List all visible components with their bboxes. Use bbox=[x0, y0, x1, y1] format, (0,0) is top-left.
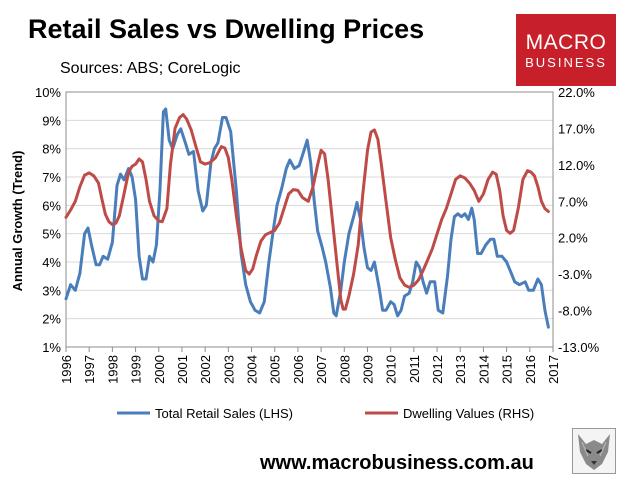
chart-sources: Sources: ABS; CoreLogic bbox=[60, 60, 241, 77]
left-tick-label: 6% bbox=[42, 198, 61, 213]
plot-area-border bbox=[65, 91, 554, 348]
x-axis-ticks: 1996 1997 1998 1999 2000 2001 2002 2003 2004 2005… bbox=[59, 347, 561, 384]
series-total-retail-sales bbox=[64, 107, 550, 329]
left-tick-label: 9% bbox=[42, 113, 61, 128]
left-tick-label: 8% bbox=[42, 142, 61, 157]
x-tick-label: 2015 bbox=[500, 355, 515, 384]
right-tick-label: -8.0% bbox=[558, 304, 592, 319]
x-tick-label: 1997 bbox=[82, 355, 97, 384]
x-tick-label: 2010 bbox=[384, 355, 399, 384]
x-tick-label: 2005 bbox=[268, 355, 283, 384]
x-tick-label: 2002 bbox=[198, 355, 213, 384]
macrobusiness-logo: MACRO BUSINESS bbox=[516, 14, 616, 86]
x-tick-label: 2007 bbox=[314, 355, 329, 384]
gridlines bbox=[66, 91, 553, 348]
y-axis-label: Annual Growth (Trend) bbox=[10, 151, 25, 292]
x-tick-label: 2017 bbox=[546, 355, 561, 384]
right-tick-label: 12.0% bbox=[558, 158, 595, 173]
legend: Total Retail Sales (LHS) Dwelling Values… bbox=[117, 406, 534, 421]
x-tick-label: 1998 bbox=[105, 355, 120, 384]
x-tick-label: 2003 bbox=[221, 355, 236, 384]
right-tick-label: 17.0% bbox=[558, 121, 595, 136]
x-tick-label: 1996 bbox=[59, 355, 74, 384]
legend-dwelling-label: Dwelling Values (RHS) bbox=[403, 406, 534, 421]
x-tick-label: 2013 bbox=[453, 355, 468, 384]
logo-line-macro: MACRO bbox=[525, 31, 607, 54]
x-tick-label: 2009 bbox=[360, 355, 375, 384]
right-tick-label: 2.0% bbox=[558, 231, 588, 246]
chart-title: Retail Sales vs Dwelling Prices bbox=[28, 14, 425, 44]
x-tick-label: 1999 bbox=[129, 355, 144, 384]
left-tick-label: 5% bbox=[42, 227, 61, 242]
x-tick-label: 2001 bbox=[175, 355, 190, 384]
series-dwelling-values bbox=[64, 113, 550, 311]
x-tick-label: 2012 bbox=[430, 355, 445, 384]
right-tick-label: -3.0% bbox=[558, 267, 592, 282]
right-axis-ticks: -13.0% -8.0% -3.0% 2.0% 7.0% 12.0% 17.0% 22.0% bbox=[558, 85, 600, 355]
left-tick-label: 3% bbox=[42, 283, 61, 298]
left-tick-label: 4% bbox=[42, 255, 61, 270]
x-tick-label: 2011 bbox=[407, 355, 422, 383]
x-tick-label: 2008 bbox=[337, 355, 352, 384]
x-tick-label: 2014 bbox=[476, 355, 491, 384]
legend-retail-label: Total Retail Sales (LHS) bbox=[155, 406, 293, 421]
left-tick-label: 7% bbox=[42, 170, 61, 185]
x-tick-label: 2004 bbox=[245, 355, 260, 384]
left-tick-label: 10% bbox=[35, 85, 61, 100]
wolf-logo-icon bbox=[572, 428, 616, 474]
x-tick-label: 2006 bbox=[291, 355, 306, 384]
right-tick-label: 22.0% bbox=[558, 85, 595, 100]
x-tick-label: 2000 bbox=[152, 355, 167, 384]
series-layer bbox=[64, 107, 550, 329]
left-tick-label: 1% bbox=[42, 340, 61, 355]
left-axis-ticks: 1% 2% 3% 4% 5% 6% 7% 8% 9% 10% bbox=[35, 85, 61, 355]
right-tick-label: -13.0% bbox=[558, 340, 600, 355]
right-tick-label: 7.0% bbox=[558, 194, 588, 209]
logo-line-business: BUSINESS bbox=[525, 55, 607, 70]
x-tick-label: 2016 bbox=[523, 355, 538, 384]
left-tick-label: 2% bbox=[42, 312, 61, 327]
website-url: www.macrobusiness.com.au bbox=[260, 452, 534, 474]
